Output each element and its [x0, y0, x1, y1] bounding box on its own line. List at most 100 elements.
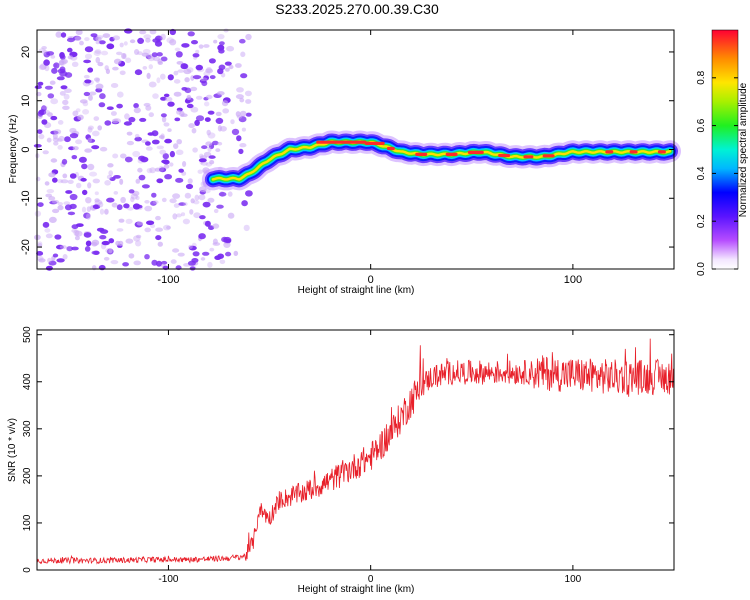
- noise-point: [239, 110, 247, 117]
- noise-point: [235, 63, 242, 68]
- noise-point: [124, 113, 130, 120]
- noise-point: [118, 218, 125, 223]
- noise-point: [199, 215, 206, 220]
- x-tick-label: -100: [158, 574, 178, 585]
- noise-point: [190, 198, 195, 204]
- noise-point: [236, 87, 244, 93]
- noise-point: [80, 177, 87, 182]
- noise-point: [178, 168, 184, 173]
- noise-point: [113, 58, 122, 65]
- noise-point: [219, 126, 227, 132]
- noise-point: [172, 213, 178, 220]
- noise-point: [227, 191, 233, 197]
- noise-point: [198, 233, 206, 240]
- noise-point: [236, 135, 242, 142]
- noise-point: [56, 258, 65, 263]
- y-tick-label: -20: [20, 239, 32, 255]
- noise-point: [86, 213, 91, 220]
- noise-point: [84, 37, 90, 42]
- noise-point: [156, 145, 164, 150]
- noise-point: [220, 72, 226, 78]
- noise-point: [92, 178, 101, 184]
- noise-point: [223, 236, 232, 244]
- noise-point: [169, 162, 174, 167]
- noise-point: [213, 39, 218, 44]
- noise-point: [66, 246, 73, 252]
- noise-point: [110, 111, 117, 116]
- y-tick-label: 0: [22, 567, 33, 573]
- noise-point: [123, 41, 128, 46]
- noise-point: [166, 225, 171, 230]
- noise-point: [106, 197, 115, 203]
- noise-point: [158, 165, 164, 172]
- noise-point: [217, 253, 225, 259]
- noise-point: [113, 175, 121, 179]
- noise-point: [90, 33, 98, 38]
- noise-point: [42, 221, 50, 228]
- noise-point: [125, 57, 132, 64]
- noise-point: [160, 73, 166, 80]
- noise-point: [71, 61, 79, 67]
- noise-point: [173, 203, 180, 209]
- noise-point: [41, 105, 48, 110]
- noise-point: [243, 224, 250, 232]
- noise-point: [121, 53, 127, 59]
- noise-point: [53, 141, 59, 146]
- noise-point: [194, 194, 200, 201]
- noise-point: [164, 138, 173, 144]
- noise-point: [198, 44, 204, 49]
- ridge-peak: [542, 154, 555, 158]
- noise-point: [130, 196, 135, 203]
- noise-point: [192, 251, 200, 257]
- noise-point: [85, 197, 92, 204]
- y-tick-label: -10: [20, 190, 32, 206]
- noise-point: [133, 107, 141, 114]
- noise-point: [203, 44, 210, 48]
- noise-point: [41, 46, 47, 50]
- noise-point: [209, 75, 216, 80]
- noise-point: [198, 158, 207, 163]
- noise-point: [53, 129, 62, 135]
- noise-point: [161, 260, 168, 265]
- noise-point: [161, 116, 167, 123]
- noise-point: [245, 190, 253, 197]
- noise-point: [208, 155, 216, 159]
- noise-point: [123, 121, 132, 126]
- noise-point: [98, 201, 104, 208]
- noise-point: [38, 133, 45, 140]
- noise-point: [164, 174, 173, 180]
- noise-point: [37, 129, 43, 135]
- noise-point: [104, 120, 112, 126]
- noise-point: [62, 99, 69, 106]
- noise-point: [149, 167, 156, 174]
- noise-point: [87, 182, 92, 189]
- noise-point: [34, 85, 42, 90]
- noise-point: [190, 86, 198, 92]
- noise-point: [209, 160, 215, 165]
- noise-point: [184, 87, 192, 94]
- noise-point: [92, 130, 100, 137]
- noise-point: [91, 239, 100, 246]
- noise-point: [88, 91, 97, 96]
- noise-point: [184, 77, 190, 83]
- noise-point: [238, 148, 244, 155]
- noise-point: [127, 206, 134, 211]
- noise-point: [87, 163, 95, 171]
- noise-point: [187, 178, 193, 184]
- noise-point: [182, 161, 187, 167]
- noise-point: [205, 141, 213, 146]
- noise-point: [69, 193, 78, 201]
- noise-scatter: [33, 28, 253, 271]
- noise-point: [99, 235, 107, 240]
- noise-point: [104, 208, 109, 215]
- noise-point: [226, 45, 235, 52]
- ridge-peak: [605, 150, 614, 154]
- noise-point: [105, 68, 110, 75]
- noise-point: [138, 174, 146, 181]
- noise-point: [235, 94, 244, 100]
- noise-point: [172, 248, 180, 253]
- noise-point: [116, 204, 123, 211]
- noise-point: [152, 200, 159, 205]
- noise-point: [157, 241, 163, 247]
- noise-point: [192, 75, 202, 80]
